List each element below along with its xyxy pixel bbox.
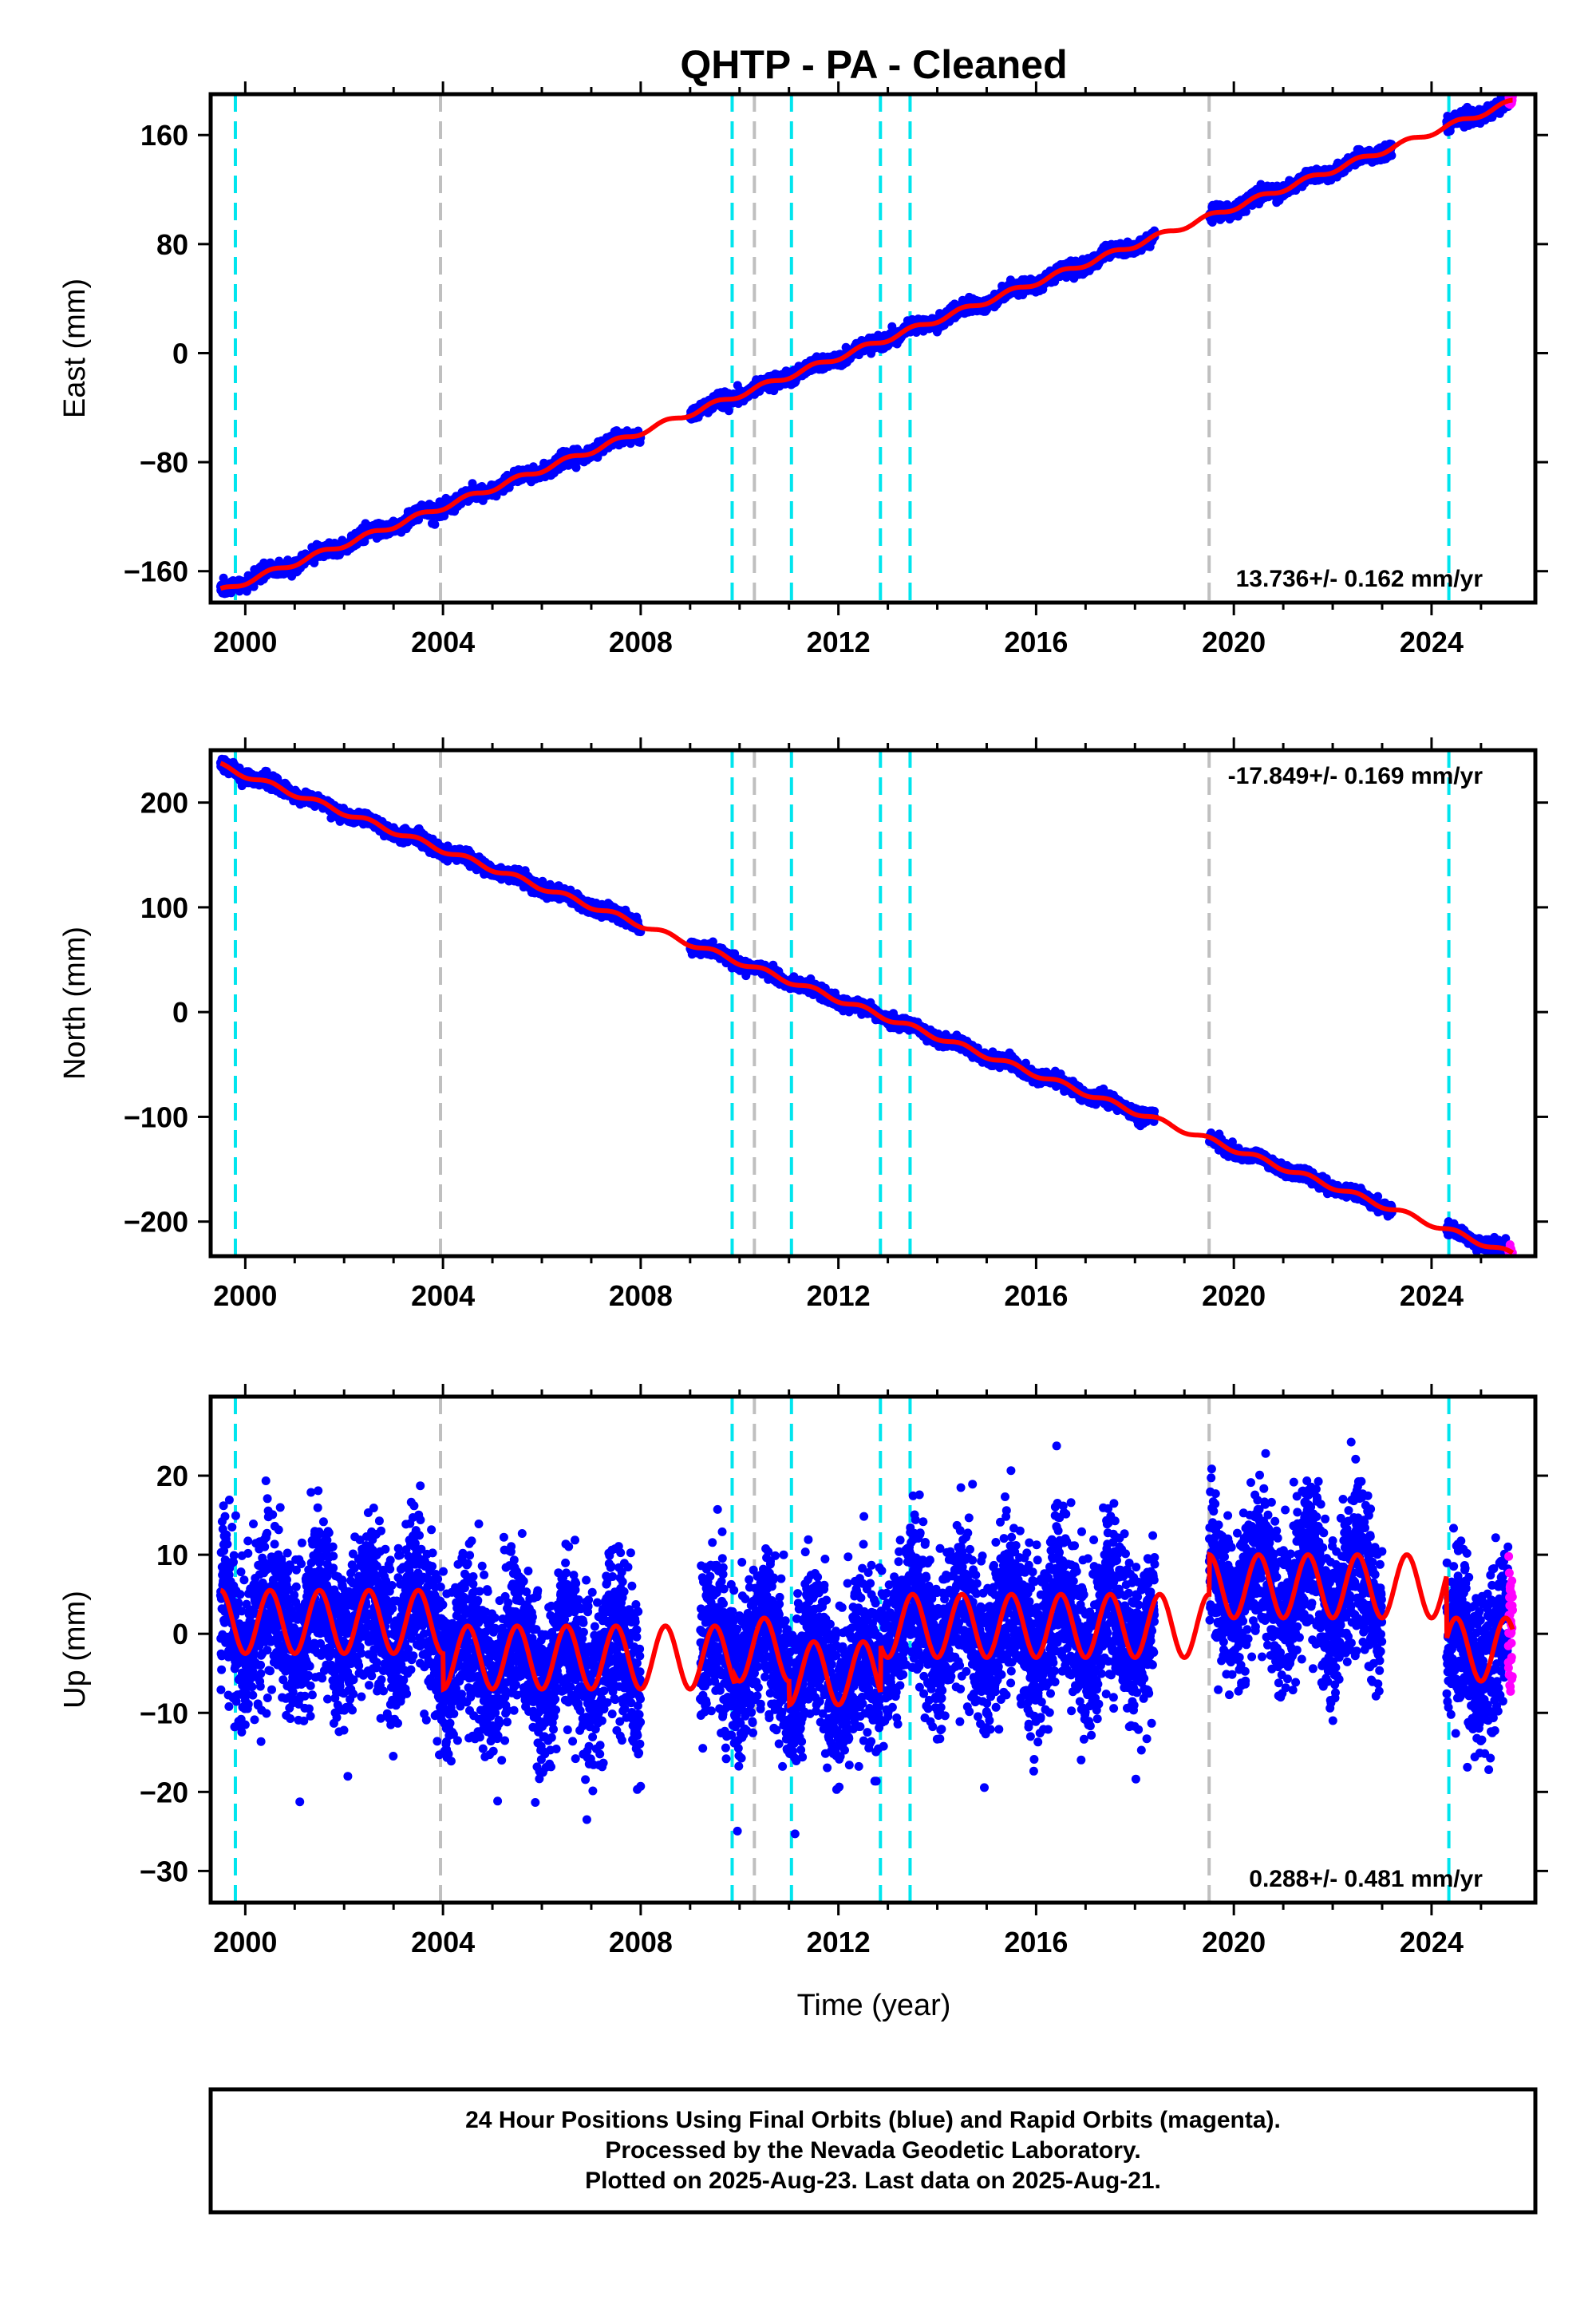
velocity-label-east: 13.736+/- 0.162 mm/yr <box>1236 566 1483 592</box>
final-orbit-point <box>430 520 440 529</box>
final-orbit-point <box>571 463 581 472</box>
y-tick-label: −80 <box>140 446 188 479</box>
y-tick-label: −160 <box>124 555 188 588</box>
final-orbit-point <box>724 406 733 416</box>
chart-title: QHTP - PA - Cleaned <box>680 42 1067 87</box>
panel-east: 2000 2004 2008 2012 2016 2020 2024 −160 −80 0 80 16… <box>58 81 1548 658</box>
x-tick-label: 2004 <box>411 626 475 658</box>
x-tick-label: 2024 <box>1400 626 1464 658</box>
y-axis-label-east: East (mm) <box>58 279 92 418</box>
x-tick-label: 2016 <box>1004 626 1068 658</box>
x-tick-label: 2008 <box>609 626 673 658</box>
x-tick-label: 2020 <box>1202 626 1266 658</box>
y-tick-label: 0 <box>172 337 188 370</box>
y-tick-label: 80 <box>156 228 188 261</box>
x-tick-label: 2012 <box>807 626 871 658</box>
x-tick-label: 2000 <box>213 626 277 658</box>
plot-content-east <box>215 94 1517 603</box>
y-tick-label: 160 <box>140 119 188 152</box>
panel-north: 2000 2004 2008 2012 2016 2020 2024−200−1000100… <box>58 737 1548 1312</box>
panels-group: 2000 2004 2008 2012 2016 2020 2024 −160 −80 0 80 16… <box>58 81 1548 1958</box>
